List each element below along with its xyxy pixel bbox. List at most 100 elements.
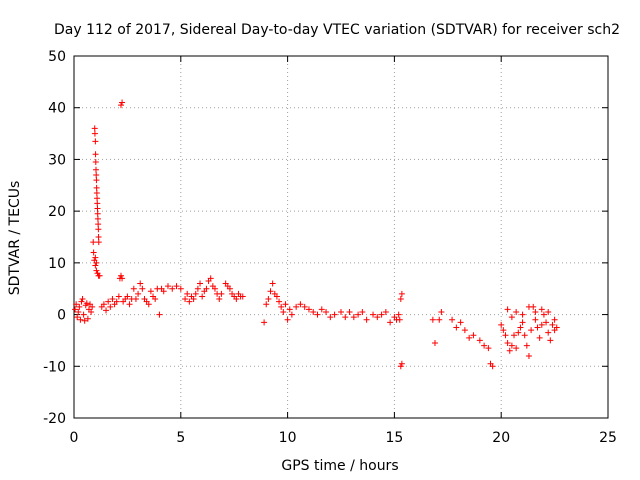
data-point [323,308,330,315]
data-point [273,293,280,300]
data-point [117,272,124,279]
data-point [397,363,404,370]
data-point [508,314,515,321]
data-point [521,332,528,339]
data-point [93,267,100,274]
data-point [103,307,110,314]
data-point [429,316,436,323]
y-axis-label: SDTVAR / TECUs [7,181,23,296]
data-point [78,298,85,305]
data-point [109,296,116,303]
data-point [449,316,456,323]
data-point [100,301,107,308]
data-point [549,321,556,328]
data-point [523,342,530,349]
data-point [93,171,100,178]
data-point [267,288,274,295]
data-point [119,275,126,282]
data-point [80,311,87,318]
data-point [95,221,102,228]
data-point [93,166,100,173]
data-point [90,249,97,256]
data-point [190,296,197,303]
data-point [370,311,377,318]
data-point [355,311,362,318]
data-point [525,303,532,310]
data-point [470,332,477,339]
y-tick-label: 40 [48,101,66,117]
data-point [145,301,152,308]
data-point [280,308,287,315]
data-point [489,363,496,370]
data-point [74,314,81,321]
data-point [182,296,189,303]
data-point [218,290,225,297]
data-point [132,296,139,303]
data-point [363,316,370,323]
data-point [396,316,403,323]
data-point [156,311,163,318]
data-point [130,285,137,292]
y-tick-label: 0 [57,308,66,324]
data-point [515,329,522,336]
data-point [79,296,86,303]
data-point [77,316,84,323]
data-point [297,301,304,308]
data-point [263,301,270,308]
data-point [342,314,349,321]
data-point [93,259,100,266]
data-point [233,296,240,303]
data-point [547,337,554,344]
data-point [293,303,300,310]
data-point [519,319,526,326]
data-point [540,311,547,318]
data-point [506,347,513,354]
x-tick-label: 15 [385,430,403,446]
data-point [453,324,460,331]
y-tick-label: 10 [48,256,66,272]
data-point [92,159,99,166]
data-point [92,254,99,261]
data-point [551,316,558,323]
data-point [93,190,100,197]
data-point [466,334,473,341]
data-point [517,324,524,331]
data-point [457,319,464,326]
data-point [461,327,468,334]
data-point [173,283,180,290]
y-tick-label: -20 [43,411,66,427]
data-point [203,285,210,292]
data-point [331,311,338,318]
data-point [147,288,154,295]
data-point [207,275,214,282]
data-point [265,296,272,303]
y-tick-label: -10 [43,359,66,375]
data-point [350,314,357,321]
data-point [137,280,144,287]
data-point [318,306,325,313]
data-point [95,226,102,233]
x-tick-labels: 0 5 10 15 20 25 [70,430,617,446]
data-point [94,205,101,212]
chart-title: Day 112 of 2017, Sidereal Day-to-day VTE… [54,22,620,38]
data-point [90,239,97,246]
data-point [500,327,507,334]
data-point [105,298,112,305]
data-point [239,293,246,300]
data-point [184,290,191,297]
data-point [160,288,167,295]
data-point [197,280,204,287]
data-point [92,262,99,269]
data-point [513,345,520,352]
data-point [169,285,176,292]
data-point [438,308,445,315]
x-tick-label: 5 [176,430,185,446]
data-point [504,340,511,347]
data-point [534,324,541,331]
data-point [216,296,223,303]
data-point [95,234,102,240]
data-point [508,342,515,349]
data-point [519,311,526,318]
data-point [314,311,321,318]
data-point [485,345,492,352]
